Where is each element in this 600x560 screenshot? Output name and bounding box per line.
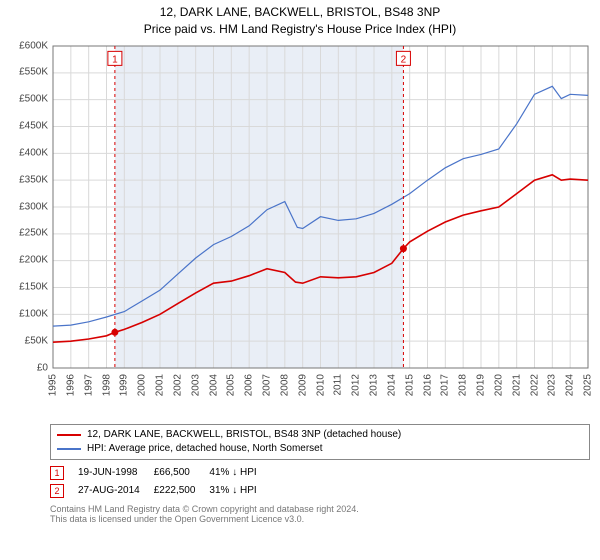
- legend-swatch: [57, 434, 81, 436]
- x-tick-label: 2010: [315, 374, 326, 396]
- x-tick-label: 2004: [208, 374, 219, 396]
- event-marker-label: 2: [401, 54, 407, 65]
- footer-line-2: This data is licensed under the Open Gov…: [50, 514, 590, 524]
- title-line-2: Price paid vs. HM Land Registry's House …: [0, 21, 600, 38]
- x-tick-label: 2015: [404, 374, 415, 396]
- legend-row: HPI: Average price, detached house, Nort…: [57, 442, 583, 456]
- x-tick-label: 2008: [279, 374, 290, 396]
- chart-area: 12 £0£50K£100K£150K£200K£250K£300K£350K£…: [8, 38, 593, 418]
- x-tick-label: 1999: [119, 374, 130, 396]
- y-tick-label: £500K: [19, 94, 48, 105]
- x-tick-label: 1997: [83, 374, 94, 396]
- event-price: £66,500: [154, 464, 210, 482]
- x-tick-label: 2017: [440, 374, 451, 396]
- x-tick-label: 2005: [226, 374, 237, 396]
- event-marker-label: 1: [112, 54, 118, 65]
- x-tick-label: 2006: [244, 374, 255, 396]
- y-tick-label: £50K: [25, 335, 48, 346]
- x-tick-label: 1998: [101, 374, 112, 396]
- y-tick-label: £350K: [19, 174, 48, 185]
- y-tick-label: £150K: [19, 282, 48, 293]
- x-tick-label: 2021: [511, 374, 522, 396]
- x-tick-label: 2002: [172, 374, 183, 396]
- x-tick-label: 2009: [297, 374, 308, 396]
- legend-row: 12, DARK LANE, BACKWELL, BRISTOL, BS48 3…: [57, 428, 583, 442]
- x-tick-label: 2014: [386, 374, 397, 396]
- x-tick-label: 2016: [422, 374, 433, 396]
- legend-swatch: [57, 448, 81, 450]
- y-tick-label: £450K: [19, 121, 48, 132]
- x-tick-label: 2022: [529, 374, 540, 396]
- footer-attribution: Contains HM Land Registry data © Crown c…: [50, 504, 590, 524]
- x-tick-label: 2003: [190, 374, 201, 396]
- x-tick-label: 2020: [493, 374, 504, 396]
- event-marker: 1: [50, 466, 64, 480]
- event-delta: 41% ↓ HPI: [209, 464, 270, 482]
- x-tick-label: 2012: [351, 374, 362, 396]
- x-tick-label: 2007: [262, 374, 273, 396]
- event-date: 19-JUN-1998: [78, 464, 154, 482]
- x-tick-label: 2019: [476, 374, 487, 396]
- x-tick-label: 2023: [547, 374, 558, 396]
- event-price: £222,500: [154, 482, 210, 500]
- event-date: 27-AUG-2014: [78, 482, 154, 500]
- event-delta: 31% ↓ HPI: [209, 482, 270, 500]
- x-tick-label: 2013: [369, 374, 380, 396]
- event-row: 1 19-JUN-1998£66,50041% ↓ HPI: [50, 464, 271, 482]
- y-tick-label: £0: [37, 362, 48, 373]
- y-tick-label: £550K: [19, 67, 48, 78]
- event-marker: 2: [50, 484, 64, 498]
- chart-svg: 12: [8, 38, 593, 418]
- title-line-1: 12, DARK LANE, BACKWELL, BRISTOL, BS48 3…: [0, 4, 600, 21]
- event-row: 2 27-AUG-2014£222,50031% ↓ HPI: [50, 482, 271, 500]
- y-tick-label: £200K: [19, 255, 48, 266]
- x-tick-label: 2000: [137, 374, 148, 396]
- legend-text: 12, DARK LANE, BACKWELL, BRISTOL, BS48 3…: [87, 428, 401, 442]
- event-table: 1 19-JUN-1998£66,50041% ↓ HPI 2 27-AUG-2014…: [50, 464, 590, 500]
- y-tick-label: £400K: [19, 147, 48, 158]
- y-tick-label: £300K: [19, 201, 48, 212]
- chart-title: 12, DARK LANE, BACKWELL, BRISTOL, BS48 3…: [0, 0, 600, 38]
- x-tick-label: 2024: [565, 374, 576, 396]
- x-tick-label: 2018: [458, 374, 469, 396]
- x-tick-label: 1996: [65, 374, 76, 396]
- x-tick-label: 2025: [583, 374, 594, 396]
- y-tick-label: £600K: [19, 40, 48, 51]
- y-tick-label: £250K: [19, 228, 48, 239]
- footer-line-1: Contains HM Land Registry data © Crown c…: [50, 504, 590, 514]
- legend: 12, DARK LANE, BACKWELL, BRISTOL, BS48 3…: [50, 424, 590, 460]
- y-tick-label: £100K: [19, 308, 48, 319]
- x-tick-label: 1995: [48, 374, 59, 396]
- legend-text: HPI: Average price, detached house, Nort…: [87, 442, 323, 456]
- x-tick-label: 2001: [155, 374, 166, 396]
- x-tick-label: 2011: [333, 374, 344, 396]
